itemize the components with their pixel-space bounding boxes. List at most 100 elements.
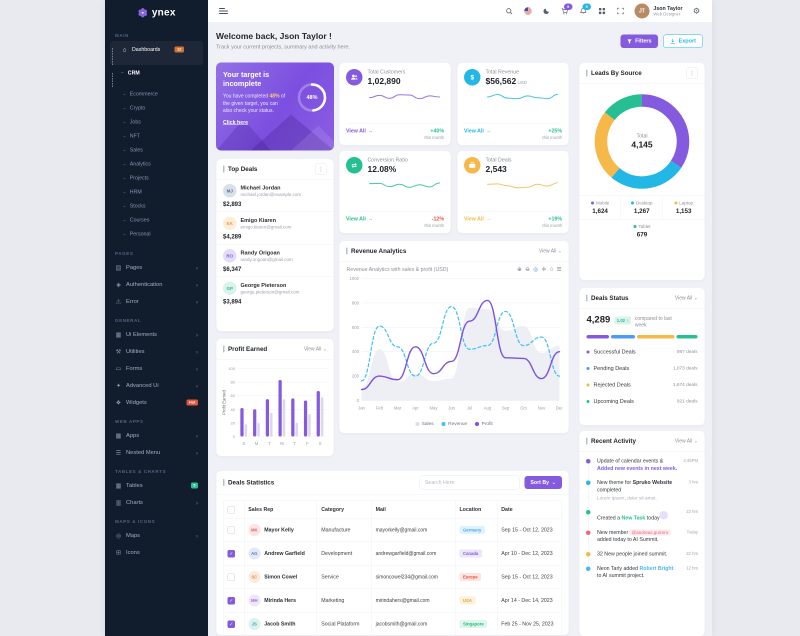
sidebar-item-nested-menu[interactable]: ☰ Nested Menu ›	[110, 444, 203, 461]
dark-mode-icon[interactable]	[542, 7, 551, 16]
legend-dot	[415, 421, 420, 426]
sidebar-item-maps[interactable]: ◎ Maps ›	[110, 527, 203, 544]
search-input[interactable]	[419, 475, 520, 490]
stat-delta: -12% this month	[424, 216, 444, 228]
sidebar-subitem-projects[interactable]: – Projects	[110, 171, 203, 185]
sidebar-subitem-analytics[interactable]: – Analytics	[110, 157, 203, 171]
user-menu[interactable]: JT Json Taylor Web Designer	[634, 3, 683, 19]
activity-link[interactable]: Added new events in next week.	[597, 465, 678, 472]
target-link[interactable]: Click here	[223, 119, 249, 126]
menu-toggle-icon[interactable]	[219, 7, 228, 16]
table-row[interactable]: ✓ JS Jacob Smith Social Plataform jacobsm…	[223, 612, 563, 635]
page-title: Welcome back, Json Taylor !	[216, 31, 332, 42]
activity-dot	[586, 566, 591, 571]
activity-link[interactable]: New Task	[621, 515, 646, 522]
activity-item: 22 hrs Created a New Task today	[586, 509, 698, 529]
swap-icon: ⇄	[346, 157, 363, 174]
sidebar-item-icons[interactable]: ⊞ Icons	[110, 544, 203, 561]
cart-icon[interactable]: 5	[560, 3, 573, 16]
svg-text:600: 600	[352, 325, 360, 330]
chevron-down-icon: ⌄	[551, 479, 556, 486]
select-all-checkbox[interactable]	[227, 505, 235, 514]
delta-value: +25%	[548, 128, 562, 134]
legend-item-profit: Profit	[475, 421, 493, 427]
table-row[interactable]: ✓ MH Mirinda Hers Marketing mirindahers@g…	[223, 588, 563, 613]
sidebar-subitem-label: Projects	[129, 175, 149, 181]
sidebar-item-label: Tables	[126, 482, 143, 489]
selection-zoom-icon[interactable]: ◎	[533, 266, 539, 273]
pan-icon[interactable]: ✛	[541, 266, 547, 273]
card-menu-button[interactable]: ⋮	[686, 67, 698, 79]
search-icon[interactable]	[505, 7, 514, 16]
sidebar-subitem-courses[interactable]: – Courses	[110, 213, 203, 227]
view-all-dropdown[interactable]: View All ⌄	[674, 438, 698, 444]
filters-button[interactable]: Filters	[620, 34, 659, 48]
activity-text: New theme for Spruko Website completed	[597, 479, 673, 494]
row-checkbox[interactable]: ✓	[227, 620, 235, 628]
sidebar-subitem-ecommerce[interactable]: – Ecommerce	[110, 87, 203, 101]
sidebar-subitem-hrm[interactable]: – HRM	[110, 185, 203, 199]
view-all-link[interactable]: View All	[464, 216, 484, 222]
deals-status-row: Successful Deals 987 deals	[586, 344, 698, 361]
export-button[interactable]: Export	[663, 34, 703, 48]
sidebar-item-pages[interactable]: ▤ Pages ›	[110, 259, 203, 276]
table-row[interactable]: ✓ AG Andrew Garfield Development andrewga…	[223, 541, 563, 566]
view-all-link[interactable]: View All	[346, 216, 366, 222]
sidebar-item-charts[interactable]: ▥ Charts ›	[110, 494, 203, 511]
sidebar-item-dashboards[interactable]: ⌂ Dashboards 12	[110, 41, 203, 65]
sidebar-item-advanced-ui[interactable]: ✦ Advanced Ui ›	[110, 377, 203, 394]
nested-menu-icon: ☰	[115, 449, 122, 456]
top-deal-row[interactable]: GP George Pieterson george.pieterson@gmai…	[217, 277, 334, 309]
view-all-dropdown[interactable]: View All ⌄	[674, 295, 698, 301]
fullscreen-icon[interactable]	[616, 7, 625, 16]
row-checkbox[interactable]: ✓	[227, 596, 235, 605]
sidebar-item-widgets[interactable]: ❖ Widgets Hot	[110, 394, 203, 411]
deal-name: Randy Origoan	[240, 249, 280, 256]
zoom-in-icon[interactable]: ⊕	[517, 266, 522, 273]
view-all-link[interactable]: View All	[464, 128, 484, 134]
language-flag-icon[interactable]	[523, 7, 532, 16]
sidebar-subitem-stocks[interactable]: – Stocks	[110, 199, 203, 213]
sidebar-item-error[interactable]: ⚠ Error ›	[110, 293, 203, 310]
sidebar-item-tables[interactable]: ▦ Tables 5	[110, 477, 203, 494]
top-deal-row[interactable]: MJ Michael Jordan michael.jordan@example.…	[216, 180, 334, 212]
top-deal-row[interactable]: RO Randy Origoan randy.origoan@gmail.com …	[216, 245, 334, 277]
sort-by-button[interactable]: Sort By ⌄	[524, 476, 562, 489]
apps-grid-icon[interactable]	[597, 7, 606, 16]
revenue-analytics-card: Revenue Analytics View All ⌄ Revenue Anal…	[339, 240, 569, 434]
chart-menu-icon[interactable]: ☰	[556, 266, 562, 273]
sidebar-subitem-crypto[interactable]: – Crypto	[110, 101, 203, 115]
sidebar-item-forms[interactable]: ▭ Forms ›	[110, 360, 203, 377]
revenue-line-chart: 0 200 400 600 800 1000 Jan Feb Mar Apr May Jun Jul Au…	[350, 276, 565, 411]
view-all-dropdown[interactable]: View All ⌄	[538, 248, 562, 254]
mention-badge[interactable]: @andreas.gurrero	[629, 529, 671, 536]
activity-link[interactable]: Robert Bright	[639, 565, 674, 572]
status-count: 1,674 deals	[672, 382, 698, 388]
sidebar-subitem-nft[interactable]: – NFT	[110, 129, 203, 143]
sidebar-subitem-personal[interactable]: – Personal	[110, 227, 203, 241]
status-count: 987 deals	[676, 349, 698, 355]
chevron-right-icon: ›	[195, 364, 198, 373]
logo[interactable]: ynex	[105, 0, 208, 25]
sidebar-item-ui-elements[interactable]: ▦ Ui Elements ›	[110, 326, 203, 343]
card-menu-button[interactable]: ⋮	[315, 163, 327, 175]
row-checkbox[interactable]	[227, 526, 235, 534]
top-deal-row[interactable]: EK Emigo Kiaren emigo.kiaren@gmail.com $4…	[216, 212, 334, 245]
row-checkbox[interactable]: ✓	[227, 549, 235, 558]
sidebar-subitem-jobs[interactable]: – Jobs	[110, 115, 203, 129]
settings-gear-icon[interactable]: ⚙	[692, 7, 701, 16]
table-row[interactable]: MK Mayor Kelly Manufacture mayorkelly@gma…	[223, 518, 563, 542]
sidebar-item-apps[interactable]: ▩ Apps ›	[110, 427, 203, 444]
sidebar-subitem-sales[interactable]: – Sales	[110, 143, 203, 157]
notifications-bell-icon[interactable]: 5	[579, 3, 591, 16]
sidebar-item-utilities[interactable]: ⚒ Utilities ›	[110, 343, 203, 360]
reset-home-icon[interactable]: ⌂	[549, 266, 554, 272]
view-all-dropdown[interactable]: View All ⌄	[303, 346, 327, 352]
zoom-out-icon[interactable]: ⊖	[525, 266, 530, 273]
row-checkbox[interactable]	[227, 573, 235, 581]
sidebar-item-authentication[interactable]: ◈ Authentication ›	[110, 276, 203, 293]
stat-delta: +25% this month	[542, 128, 562, 140]
view-all-link[interactable]: View All	[346, 128, 366, 134]
sidebar-subitem-crm[interactable]: – CRM	[110, 66, 203, 87]
table-row[interactable]: SC Simon Cowel Service simoncowel234@gmai…	[223, 565, 563, 589]
